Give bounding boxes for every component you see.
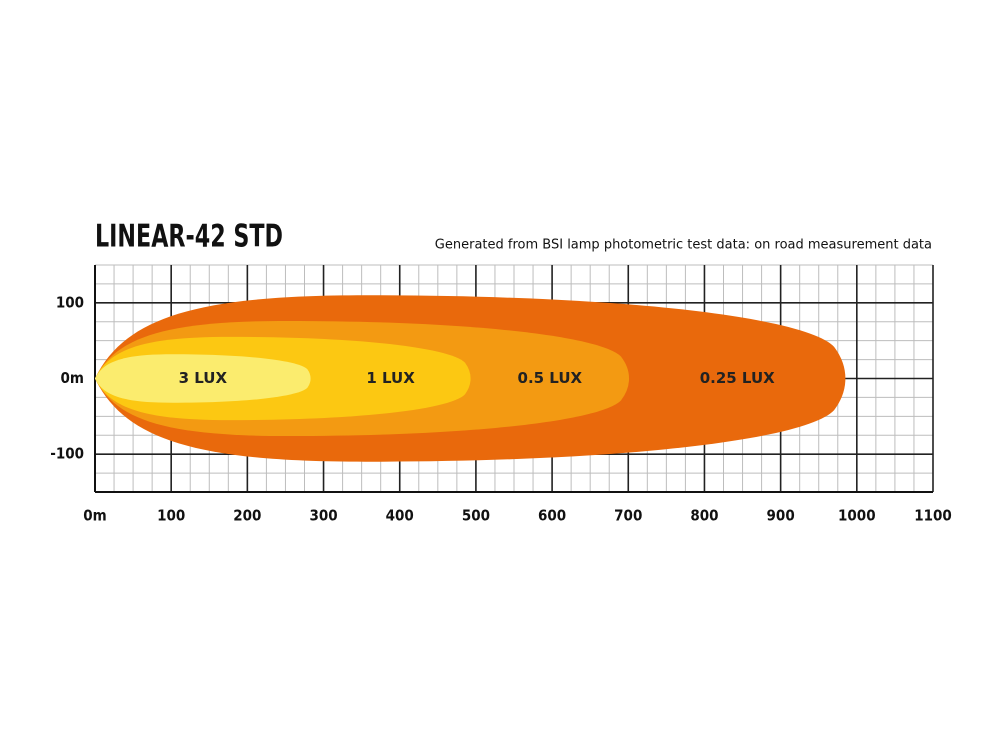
- x-tick-label: 1100: [914, 507, 952, 525]
- x-tick-label: 400: [386, 507, 414, 525]
- x-tick-label: 200: [233, 507, 261, 525]
- y-tick-label: 100: [56, 293, 84, 311]
- x-tick-label: 700: [614, 507, 642, 525]
- x-tick-label: 1000: [838, 507, 876, 525]
- chart-subtitle: Generated from BSI lamp photometric test…: [435, 238, 932, 253]
- contour-label: 0.5 LUX: [518, 369, 583, 387]
- contour-label: 3 LUX: [179, 369, 228, 387]
- beam-contour: [95, 354, 311, 403]
- x-tick-label: 900: [767, 507, 795, 525]
- x-tick-label: 0m: [83, 507, 106, 525]
- y-tick-label: 0m: [61, 369, 84, 387]
- contour-label: 0.25 LUX: [700, 369, 775, 387]
- chart-title: LINEAR-42 STD: [95, 219, 283, 255]
- x-tick-label: 300: [309, 507, 337, 525]
- x-tick-label: 500: [462, 507, 490, 525]
- x-tick-label: 600: [538, 507, 566, 525]
- contour-label: 1 LUX: [366, 369, 415, 387]
- x-tick-label: 800: [690, 507, 718, 525]
- x-tick-label: 100: [157, 507, 185, 525]
- y-tick-label: -100: [50, 445, 84, 463]
